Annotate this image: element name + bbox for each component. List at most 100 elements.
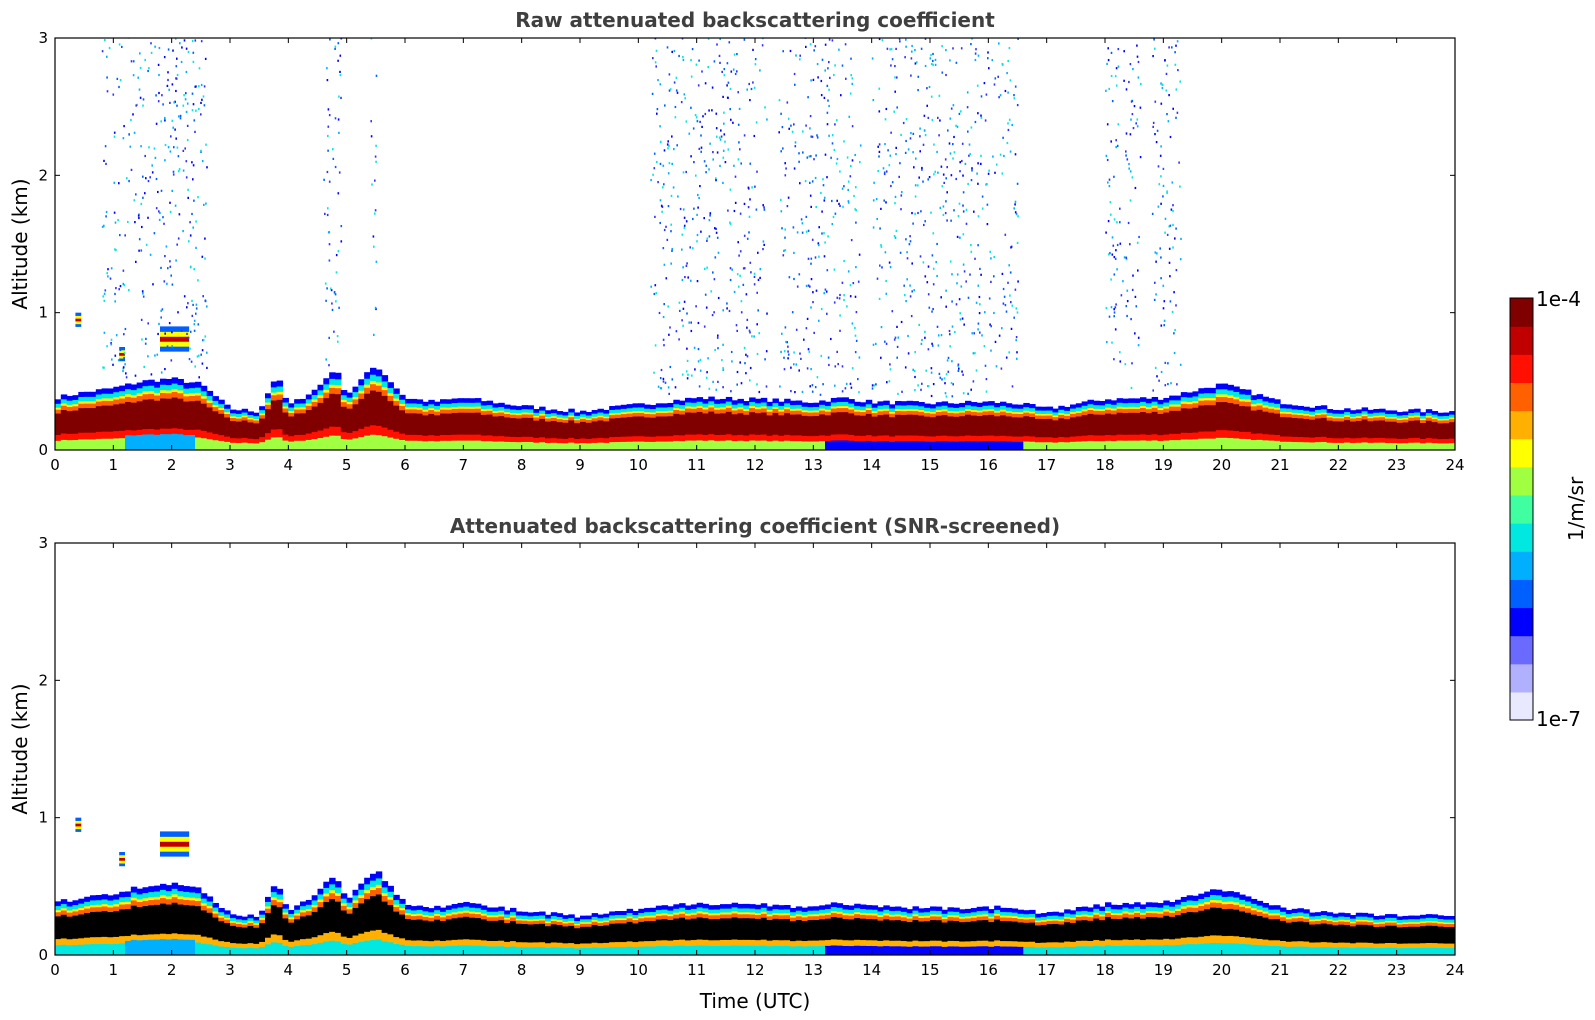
backscatter-cell bbox=[451, 406, 459, 409]
backscatter-cell bbox=[1058, 448, 1065, 450]
backscatter-cell bbox=[591, 430, 599, 433]
backscatter-cell bbox=[626, 411, 634, 414]
backscatter-cell bbox=[766, 435, 774, 438]
backscatter-cell bbox=[305, 445, 313, 449]
backscatter-cell bbox=[1017, 418, 1024, 421]
backscatter-cell bbox=[825, 403, 832, 407]
backscatter-cell bbox=[690, 430, 698, 433]
backscatter-cell bbox=[282, 413, 289, 417]
backscatter-cell bbox=[924, 439, 931, 442]
backscatter-cell bbox=[836, 447, 844, 450]
backscatter-cell bbox=[1023, 424, 1030, 428]
backscatter-cell bbox=[515, 407, 523, 411]
backscatter-cell bbox=[1128, 424, 1135, 427]
backscatter-cell bbox=[305, 437, 313, 440]
backscatter-cell bbox=[1046, 424, 1054, 428]
backscatter-cell bbox=[486, 400, 494, 404]
backscatter-cell bbox=[953, 448, 960, 450]
backscatter-cell bbox=[813, 433, 820, 437]
backscatter-cell bbox=[655, 421, 663, 424]
backscatter-cell bbox=[480, 421, 488, 425]
backscatter-cell bbox=[778, 416, 785, 420]
backscatter-cell bbox=[405, 436, 412, 439]
backscatter-cell bbox=[1000, 435, 1007, 438]
backscatter-cell bbox=[1064, 415, 1071, 418]
backscatter-cell bbox=[329, 423, 336, 427]
backscatter-cell bbox=[1081, 448, 1089, 450]
backscatter-cell bbox=[445, 424, 453, 428]
backscatter-cell bbox=[1122, 432, 1129, 435]
backscatter-cell bbox=[696, 431, 704, 435]
backscatter-cell bbox=[760, 433, 768, 437]
backscatter-cell bbox=[982, 440, 989, 444]
backscatter-cell bbox=[95, 421, 103, 425]
backscatter-cell bbox=[545, 417, 552, 421]
backscatter-cell bbox=[807, 417, 814, 420]
backscatter-cell bbox=[1163, 411, 1170, 415]
backscatter-cell bbox=[125, 437, 132, 441]
backscatter-cell bbox=[113, 413, 120, 417]
backscatter-cell bbox=[335, 426, 342, 430]
backscatter-cell bbox=[702, 440, 709, 443]
backscatter-cell bbox=[1023, 402, 1030, 406]
backscatter-cell bbox=[154, 415, 161, 420]
backscatter-cell bbox=[953, 435, 960, 439]
backscatter-cell bbox=[690, 402, 698, 405]
backscatter-cell bbox=[119, 402, 126, 406]
backscatter-cell bbox=[941, 414, 949, 417]
backscatter-cell bbox=[393, 393, 400, 397]
backscatter-cell bbox=[288, 442, 295, 446]
backscatter-cell bbox=[766, 411, 774, 414]
backscatter-cell bbox=[1128, 412, 1135, 415]
backscatter-cell bbox=[463, 408, 470, 411]
backscatter-cell bbox=[860, 435, 867, 438]
backscatter-cell bbox=[270, 421, 278, 425]
backscatter-cell bbox=[253, 438, 260, 441]
backscatter-cell bbox=[970, 440, 978, 444]
backscatter-cell bbox=[1163, 407, 1170, 411]
backscatter-cell bbox=[988, 425, 995, 429]
backscatter-cell bbox=[1116, 432, 1124, 435]
backscatter-cell bbox=[125, 429, 132, 433]
backscatter-cell bbox=[900, 423, 908, 427]
backscatter-cell bbox=[300, 414, 307, 418]
backscatter-cell bbox=[970, 448, 978, 450]
backscatter-cell bbox=[1122, 422, 1129, 425]
backscatter-cell bbox=[370, 377, 377, 382]
backscatter-cell bbox=[212, 425, 219, 428]
backscatter-cell bbox=[720, 412, 727, 416]
backscatter-cell bbox=[749, 445, 756, 449]
backscatter-cell bbox=[375, 440, 383, 445]
backscatter-cell bbox=[1023, 404, 1030, 408]
backscatter-cell bbox=[492, 414, 499, 417]
backscatter-cell bbox=[994, 415, 1001, 419]
backscatter-cell bbox=[737, 422, 744, 426]
backscatter-cell bbox=[632, 424, 639, 428]
backscatter-cell bbox=[895, 421, 902, 425]
backscatter-cell bbox=[807, 413, 814, 417]
backscatter-cell bbox=[720, 438, 727, 441]
backscatter-cell bbox=[1023, 446, 1030, 449]
backscatter-cell bbox=[154, 387, 161, 391]
backscatter-cell bbox=[405, 412, 412, 416]
backscatter-cell bbox=[451, 412, 459, 415]
backscatter-cell bbox=[895, 414, 902, 417]
backscatter-cell bbox=[644, 430, 651, 434]
backscatter-cell bbox=[440, 428, 447, 432]
backscatter-cell bbox=[1023, 444, 1030, 447]
backscatter-cell bbox=[562, 413, 569, 416]
backscatter-cell bbox=[469, 414, 476, 417]
backscatter-cell bbox=[994, 437, 1001, 440]
backscatter-cell bbox=[113, 437, 120, 441]
backscatter-cell bbox=[224, 425, 231, 428]
backscatter-cell bbox=[107, 447, 114, 450]
backscatter-cell bbox=[1035, 419, 1042, 423]
backscatter-cell bbox=[95, 396, 103, 400]
backscatter-cell bbox=[241, 426, 249, 429]
backscatter-cell bbox=[533, 410, 540, 413]
backscatter-cell bbox=[1157, 432, 1164, 436]
backscatter-cell bbox=[480, 427, 488, 430]
backscatter-cell bbox=[585, 419, 593, 422]
backscatter-cell bbox=[906, 442, 914, 445]
backscatter-cell bbox=[475, 446, 482, 449]
